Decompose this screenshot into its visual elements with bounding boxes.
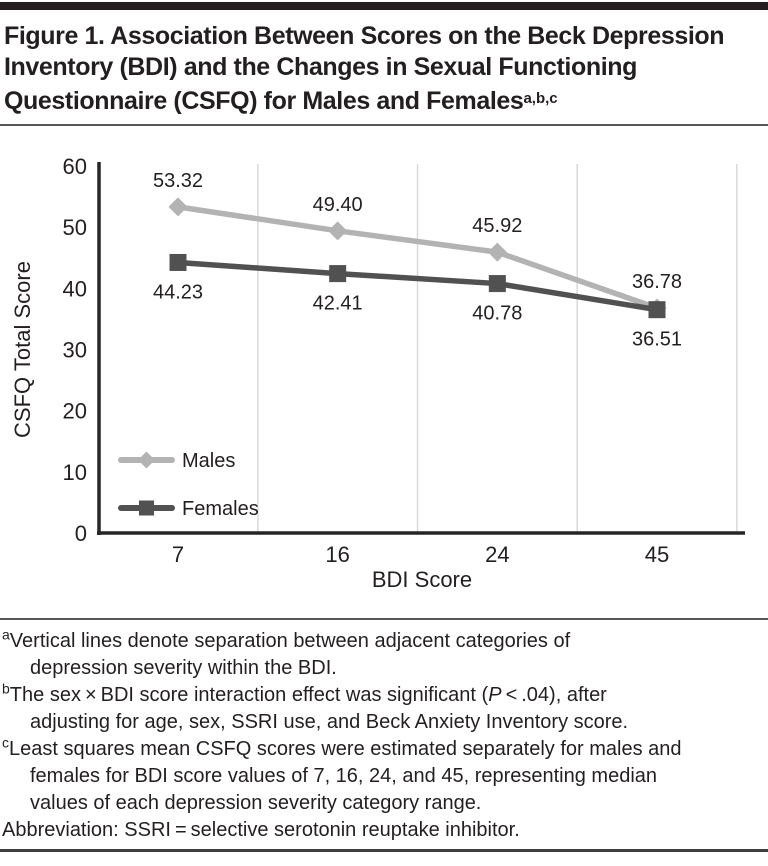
x-axis-title: BDI Score xyxy=(372,567,472,592)
y-tick-labels: 0 10 20 30 40 50 60 xyxy=(63,154,87,546)
footnotes: aVertical lines denote separation betwee… xyxy=(0,620,768,844)
footnote-text: The sex × BDI score interaction effect w… xyxy=(9,684,489,706)
footnote-text: Least squares mean CSFQ scores were esti… xyxy=(9,738,682,760)
footnote-marker-b: b xyxy=(2,680,10,697)
footnote-text: values of each depression severity categ… xyxy=(30,792,482,814)
y-tick-label: 0 xyxy=(75,521,87,546)
csfq-bdi-line-chart: 0 10 20 30 40 50 60 7 16 24 45 BDI Score CSFQ Total … xyxy=(10,154,745,592)
title-footnote-markers: a,b,c xyxy=(523,90,558,107)
footnote-text: depression severity within the BDI. xyxy=(30,657,337,679)
footnote-marker-a: a xyxy=(2,626,10,643)
footnote-text: P xyxy=(488,684,502,706)
chart-area: 0 10 20 30 40 50 60 7 16 24 45 BDI Score CSFQ Total … xyxy=(0,136,768,604)
abbreviation-note: Abbreviation: SSRI = selective serotonin… xyxy=(2,819,520,841)
series-females: 44.23 42.41 40.78 36.51 xyxy=(153,253,682,351)
x-tick-label: 24 xyxy=(485,542,509,567)
figure-title-line-3: Questionnaire (CSFQ) for Males and Femal… xyxy=(4,83,764,117)
legend-label: Males xyxy=(182,450,235,472)
footnote-text: < .04), after xyxy=(501,684,607,706)
title-separator xyxy=(0,124,768,126)
legend: Males Females xyxy=(118,450,259,520)
y-tick-label: 60 xyxy=(63,154,87,179)
square-marker xyxy=(488,275,506,293)
legend-square-marker xyxy=(139,500,154,516)
y-axis-title: CSFQ Total Score xyxy=(10,261,35,438)
legend-diamond-marker xyxy=(138,451,155,469)
data-label: 53.32 xyxy=(153,170,203,192)
diamond-marker xyxy=(328,221,348,241)
data-label: 49.40 xyxy=(313,194,363,216)
footnote-separator xyxy=(0,618,768,620)
bottom-rule xyxy=(0,849,768,852)
y-tick-label: 50 xyxy=(63,215,87,240)
footnote-text: Vertical lines denote separation between… xyxy=(9,630,571,652)
legend-item-females: Females xyxy=(118,498,259,520)
footnote-text: females for BDI score values of 7, 16, 2… xyxy=(30,765,658,787)
category-separator-gridlines xyxy=(257,164,738,533)
x-tick-label: 7 xyxy=(172,542,184,567)
y-tick-label: 30 xyxy=(63,338,87,363)
figure-title-line-1: Figure 1. Association Between Scores on … xyxy=(4,22,725,50)
x-tick-label: 16 xyxy=(325,542,349,567)
x-tick-labels: 7 16 24 45 xyxy=(172,542,669,567)
figure-title: Figure 1. Association Between Scores on … xyxy=(0,10,768,117)
diamond-marker xyxy=(487,242,507,262)
footnote-text: adjusting for age, sex, SSRI use, and Be… xyxy=(30,711,629,733)
data-label: 42.41 xyxy=(313,293,363,315)
square-marker xyxy=(169,253,187,271)
footnote-marker-c: c xyxy=(2,734,9,751)
data-label: 36.51 xyxy=(632,329,682,351)
legend-label: Females xyxy=(182,498,259,520)
footnote-b: bThe sex × BDI score interaction effect … xyxy=(2,680,762,736)
y-tick-label: 10 xyxy=(63,460,87,485)
footnotes-list: aVertical lines denote separation betwee… xyxy=(2,626,762,817)
series-males: 53.32 49.40 45.92 36.78 xyxy=(153,170,682,318)
y-tick-label: 40 xyxy=(63,276,87,301)
y-tick-label: 20 xyxy=(63,399,87,424)
figure-title-line-3-text: Questionnaire (CSFQ) for Males and Femal… xyxy=(4,87,524,115)
x-tick-label: 45 xyxy=(645,542,669,567)
figure-title-line-2: Inventory (BDI) and the Changes in Sexua… xyxy=(4,53,638,81)
square-marker xyxy=(648,301,666,319)
footnote-c: cLeast squares mean CSFQ scores were est… xyxy=(2,734,762,817)
series-line-females xyxy=(175,259,660,313)
diamond-marker xyxy=(168,197,188,217)
data-label: 36.78 xyxy=(632,271,682,293)
data-label: 44.23 xyxy=(153,281,203,303)
legend-item-males: Males xyxy=(118,450,235,472)
top-rule xyxy=(0,2,768,10)
footnote-a: aVertical lines denote separation betwee… xyxy=(2,626,762,682)
series-line-males xyxy=(175,204,660,311)
data-label: 40.78 xyxy=(472,303,522,325)
square-marker xyxy=(329,265,347,283)
data-label: 45.92 xyxy=(472,215,522,237)
